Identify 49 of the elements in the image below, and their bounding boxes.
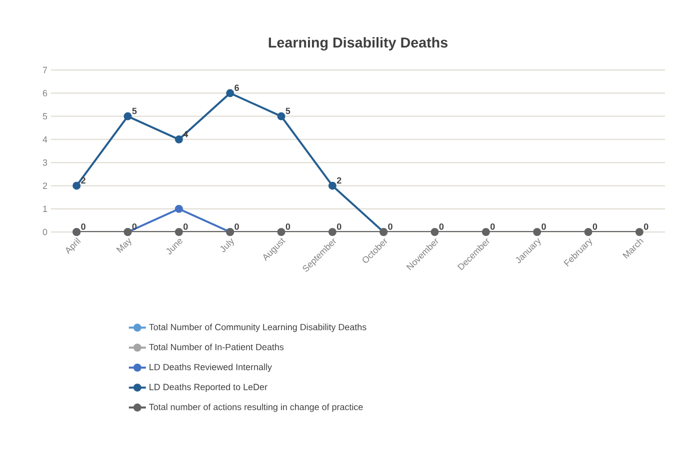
y-tick-label: 2 — [42, 182, 48, 189]
data-label: 0 — [644, 223, 648, 230]
legend-label: Total Number of In-Patient Deaths — [149, 344, 284, 350]
data-label: 0 — [542, 223, 546, 230]
data-label: 0 — [490, 223, 495, 230]
chart-title: Learning Disability Deaths — [268, 37, 448, 51]
point — [124, 112, 132, 120]
x-tick-label: May — [116, 238, 132, 253]
point — [328, 182, 336, 190]
x-tick-label: July — [220, 238, 234, 252]
y-tick-label: 4 — [42, 136, 48, 143]
y-tick-label: 1 — [43, 206, 48, 212]
point — [277, 112, 286, 120]
data-label: 4 — [183, 131, 188, 138]
point — [328, 228, 336, 236]
data-label: 2 — [336, 177, 342, 184]
data-label: 0 — [336, 223, 342, 230]
point — [584, 228, 592, 236]
point — [174, 135, 183, 144]
data-label: 6 — [234, 84, 239, 91]
data-label: 5 — [286, 108, 290, 114]
point — [533, 228, 542, 236]
data-label: 0 — [132, 223, 137, 230]
data-label: 2 — [81, 177, 86, 184]
point — [482, 228, 490, 236]
legend-label: LD Deaths Reviewed Internally — [150, 364, 272, 372]
point — [226, 89, 234, 98]
point — [430, 228, 439, 236]
data-label: 5 — [132, 108, 137, 114]
data-label: 0 — [81, 223, 86, 230]
point — [277, 228, 286, 236]
point — [174, 228, 183, 236]
y-tick-label: 0 — [42, 228, 48, 236]
y-tick-label: 3 — [42, 159, 48, 166]
legend-label: Total Number of Community Learning Disability Deaths — [149, 324, 366, 332]
data-label: 0 — [286, 223, 290, 230]
data-label: 0 — [592, 223, 598, 230]
point — [635, 228, 644, 236]
point — [174, 204, 183, 213]
y-tick-label: 5 — [42, 113, 48, 120]
legend-label: Total number of actions resulting in change of practice — [149, 404, 363, 412]
y-tick-label: 6 — [42, 90, 48, 96]
data-label: 0 — [388, 223, 392, 230]
legend-label: LD Deaths Reported to LeDer — [150, 384, 268, 392]
data-label: 0 — [439, 223, 444, 230]
point — [72, 182, 81, 190]
y-tick-label: 7 — [42, 66, 48, 74]
data-label: 0 — [234, 223, 239, 230]
data-label: 0 — [183, 223, 188, 230]
